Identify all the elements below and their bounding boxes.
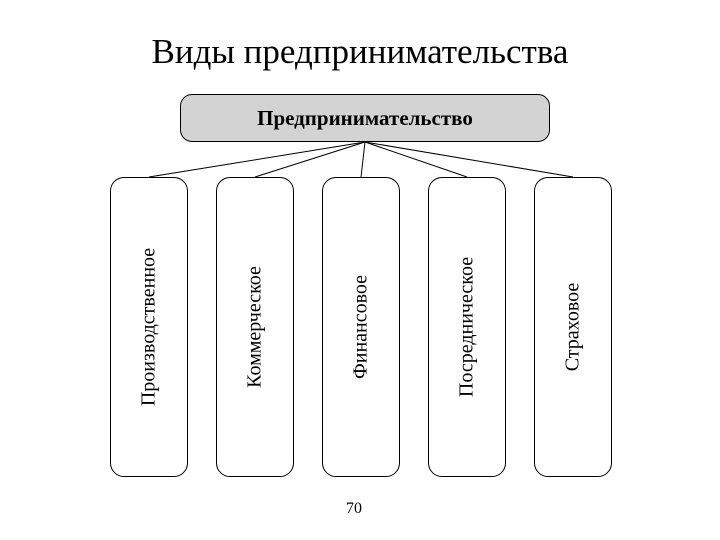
slide: Виды предпринимательства Предприниматель… — [0, 0, 720, 540]
child-node: Финансовое — [322, 177, 400, 477]
child-label: Производственное — [138, 248, 161, 406]
page-number: 70 — [346, 500, 362, 518]
child-label: Страховое — [562, 283, 585, 372]
child-label: Посредническое — [456, 257, 479, 397]
child-label: Финансовое — [350, 275, 373, 379]
child-node: Страховое — [534, 177, 612, 477]
child-node: Производственное — [110, 177, 188, 477]
child-node: Посредническое — [428, 177, 506, 477]
child-node: Коммерческое — [216, 177, 294, 477]
child-label: Коммерческое — [244, 266, 267, 388]
parent-node: Предпринимательство — [180, 94, 550, 142]
parent-label: Предпринимательство — [257, 106, 473, 131]
